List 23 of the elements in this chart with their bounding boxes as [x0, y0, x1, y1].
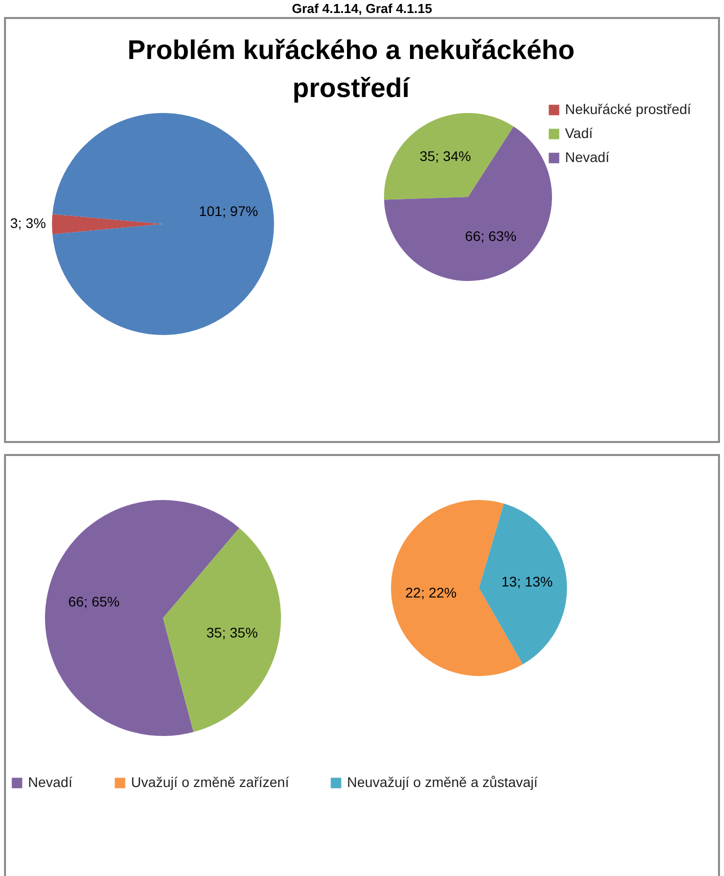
text: Graf 4.1.14, Graf 4.1.15 [290, 1, 434, 17]
pie-slice [163, 528, 281, 732]
pie-slice [479, 504, 567, 664]
data-label: 101; 97% [198, 202, 258, 219]
data-label: 22; 22% [405, 584, 457, 601]
data-label: 66; 65% [68, 594, 120, 610]
data-label: 13; 13% [501, 573, 553, 590]
pie-slice [384, 113, 514, 200]
legend-label: Neuvažují o změně a zůstavají [347, 774, 538, 790]
legend-label: Nevadí [565, 149, 610, 165]
legend-label: Nevadí [28, 774, 72, 790]
data-label: 66; 63% [465, 228, 516, 244]
pie-slice [384, 126, 552, 281]
pie-slice [52, 113, 274, 335]
legend-label: Nekuřácké prostředí [565, 101, 692, 117]
data-label: 35; 34% [420, 148, 471, 164]
data-label: 35; 35% [206, 624, 258, 640]
legend-label: Uvažují o změně zařízení [131, 774, 290, 790]
chart-title: Problém kuřáckého a nekuřáckého prostředí [127, 35, 575, 103]
pie-slice [52, 214, 163, 234]
data-label: 3; 3% [10, 215, 46, 232]
legend-label: Vadí [565, 125, 593, 141]
pie-slice [391, 500, 523, 676]
